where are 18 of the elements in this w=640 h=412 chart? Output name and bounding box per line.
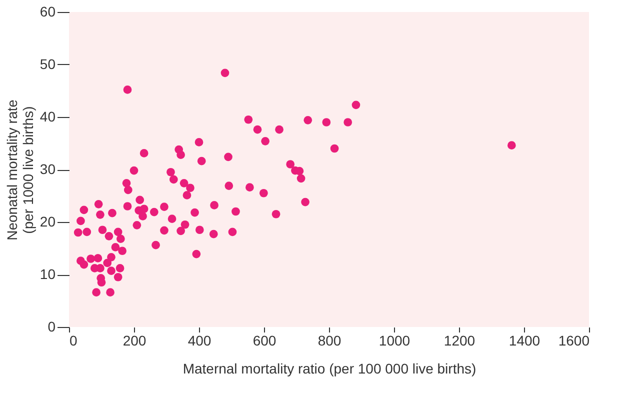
- x-tick-label: 1600: [558, 332, 590, 348]
- x-tick-label: 0: [70, 332, 78, 348]
- y-tick-label: 0: [48, 318, 56, 334]
- x-axis-title: Maternal mortality ratio (per 100 000 live births): [182, 360, 476, 376]
- x-tick-label: 1200: [444, 332, 476, 348]
- y-tick-label: 30: [40, 161, 56, 177]
- x-tick-label: 1400: [508, 332, 540, 348]
- y-tick-label: 50: [40, 56, 56, 72]
- y-axis-title: Neonatal mortality rate (per 1000 live births): [4, 99, 36, 240]
- y-tick-label: 60: [40, 4, 56, 20]
- x-tick-label: 600: [252, 332, 276, 348]
- x-tick-label: 800: [318, 332, 342, 348]
- y-tick-label: 40: [40, 108, 56, 124]
- x-tick-label: 200: [122, 332, 146, 348]
- x-tick-label: 1000: [378, 332, 410, 348]
- x-tick-label: 400: [188, 332, 212, 348]
- y-tick-label: 10: [40, 266, 56, 282]
- y-tick-label: 20: [40, 214, 56, 230]
